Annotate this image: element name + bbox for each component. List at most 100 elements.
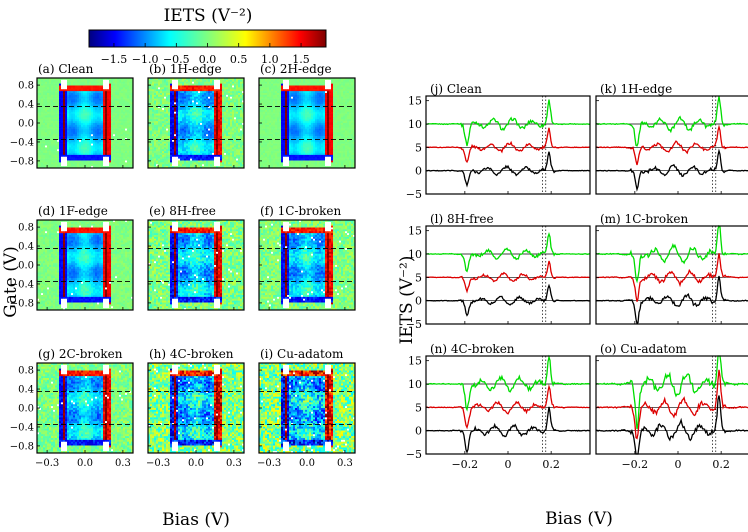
heatmap-cell bbox=[113, 123, 116, 126]
heatmap-cell bbox=[93, 138, 96, 141]
heatmap-cell bbox=[168, 87, 171, 90]
heatmap-cell bbox=[115, 128, 118, 131]
heatmap-cell bbox=[89, 166, 92, 169]
heatmap-cell bbox=[81, 154, 84, 158]
heatmap-cell bbox=[182, 94, 185, 98]
heatmap-cell bbox=[222, 158, 225, 161]
heatmap-cell bbox=[174, 156, 177, 159]
heatmap-cell bbox=[267, 81, 270, 84]
heatmap-cell bbox=[55, 104, 58, 107]
heatmap-cell bbox=[200, 104, 203, 107]
heatmap-cell bbox=[186, 91, 189, 94]
heatmap-cell bbox=[37, 158, 40, 161]
heatmap-cell bbox=[214, 81, 217, 84]
heatmap-cell bbox=[172, 98, 175, 101]
heatmap-cell bbox=[65, 134, 68, 137]
heatmap-cell bbox=[176, 98, 179, 101]
heatmap-cell bbox=[55, 81, 58, 84]
heatmap-cell bbox=[200, 162, 203, 165]
heatmap-cell bbox=[196, 115, 199, 118]
heatmap-cell bbox=[160, 139, 163, 143]
heatmap-cell bbox=[71, 139, 74, 143]
heatmap-cell bbox=[131, 164, 134, 167]
heatmap-cell bbox=[127, 87, 130, 90]
heatmap-cell bbox=[160, 141, 163, 144]
heatmap-cell bbox=[69, 149, 72, 152]
heatmap-cell bbox=[154, 162, 157, 165]
heatmap-cell bbox=[43, 109, 46, 113]
heatmap-cell bbox=[313, 89, 316, 92]
heatmap-cell bbox=[117, 160, 120, 163]
heatmap-cell bbox=[170, 162, 173, 165]
heatmap-cell bbox=[206, 94, 209, 98]
heatmap-cell bbox=[172, 143, 175, 146]
heatmap-cell bbox=[168, 130, 171, 133]
heatmap-cell bbox=[230, 100, 233, 103]
heatmap-cell bbox=[166, 115, 169, 118]
heatmap-cell bbox=[71, 109, 74, 113]
heatmap-cell bbox=[168, 93, 171, 96]
heatmap-cell bbox=[61, 109, 64, 113]
heatmap-cell bbox=[107, 143, 110, 146]
heatmap-cell bbox=[218, 94, 221, 98]
heatmap-cell bbox=[313, 85, 316, 88]
heatmap-cell bbox=[224, 91, 227, 94]
heatmap-cell bbox=[210, 158, 213, 161]
heatmap-cell bbox=[85, 141, 88, 144]
heatmap-cell bbox=[186, 102, 189, 105]
heatmap-cell bbox=[174, 154, 177, 158]
heatmap-cell bbox=[77, 153, 80, 156]
heatmap-cell bbox=[232, 94, 235, 98]
heatmap-cell bbox=[160, 156, 163, 159]
heatmap-cell bbox=[97, 154, 100, 158]
heatmap-cell bbox=[230, 166, 233, 169]
heatmap-cell bbox=[127, 139, 130, 143]
heatmap-cell bbox=[37, 153, 40, 156]
heatmap-cell bbox=[182, 100, 185, 103]
heatmap-cell bbox=[49, 102, 52, 105]
heatmap-cell bbox=[162, 79, 165, 83]
heatmap-cell bbox=[224, 156, 227, 159]
heatmap-cell bbox=[59, 124, 62, 128]
heatmap-cell bbox=[325, 87, 328, 90]
heatmap-cell bbox=[186, 100, 189, 103]
heatmap-cell bbox=[178, 85, 181, 88]
heatmap-cell bbox=[204, 126, 207, 129]
heatmap-cell bbox=[291, 79, 294, 83]
heatmap-cell bbox=[291, 83, 294, 86]
heatmap-cell bbox=[125, 87, 128, 90]
heatmap-cell bbox=[53, 98, 56, 101]
heatmap-cell bbox=[103, 123, 106, 126]
heatmap-cell bbox=[232, 130, 235, 133]
heatmap-cell bbox=[77, 81, 80, 84]
heatmap-cell bbox=[182, 106, 185, 109]
heatmap-cell bbox=[57, 89, 60, 92]
heatmap-cell bbox=[89, 149, 92, 152]
heatmap-cell bbox=[121, 139, 124, 143]
heatmap-cell bbox=[154, 156, 157, 159]
heatmap-cell bbox=[180, 132, 183, 135]
heatmap-cell bbox=[269, 89, 272, 92]
heatmap-cell bbox=[216, 106, 219, 109]
heatmap-cell bbox=[220, 79, 223, 83]
heatmap-cell bbox=[234, 93, 237, 96]
heatmap-cell bbox=[150, 158, 153, 161]
heatmap-cell bbox=[127, 149, 130, 152]
heatmap-cell bbox=[57, 128, 60, 131]
heatmap-cell bbox=[240, 89, 243, 92]
heatmap-cell bbox=[212, 115, 215, 118]
heatmap-cell bbox=[61, 108, 64, 111]
heatmap-cell bbox=[51, 153, 54, 156]
heatmap-cell bbox=[103, 141, 106, 144]
heatmap-cell bbox=[273, 79, 276, 83]
heatmap-cell bbox=[204, 153, 207, 156]
heatmap-cell bbox=[148, 119, 151, 122]
heatmap-cell bbox=[198, 81, 201, 84]
heatmap-cell bbox=[73, 141, 76, 144]
heatmap-cell bbox=[105, 100, 108, 103]
heatmap-cell bbox=[47, 143, 50, 146]
heatmap-cell bbox=[168, 83, 171, 86]
heatmap-cell bbox=[97, 78, 100, 81]
heatmap-cell bbox=[301, 79, 304, 83]
heatmap-cell bbox=[45, 98, 48, 101]
